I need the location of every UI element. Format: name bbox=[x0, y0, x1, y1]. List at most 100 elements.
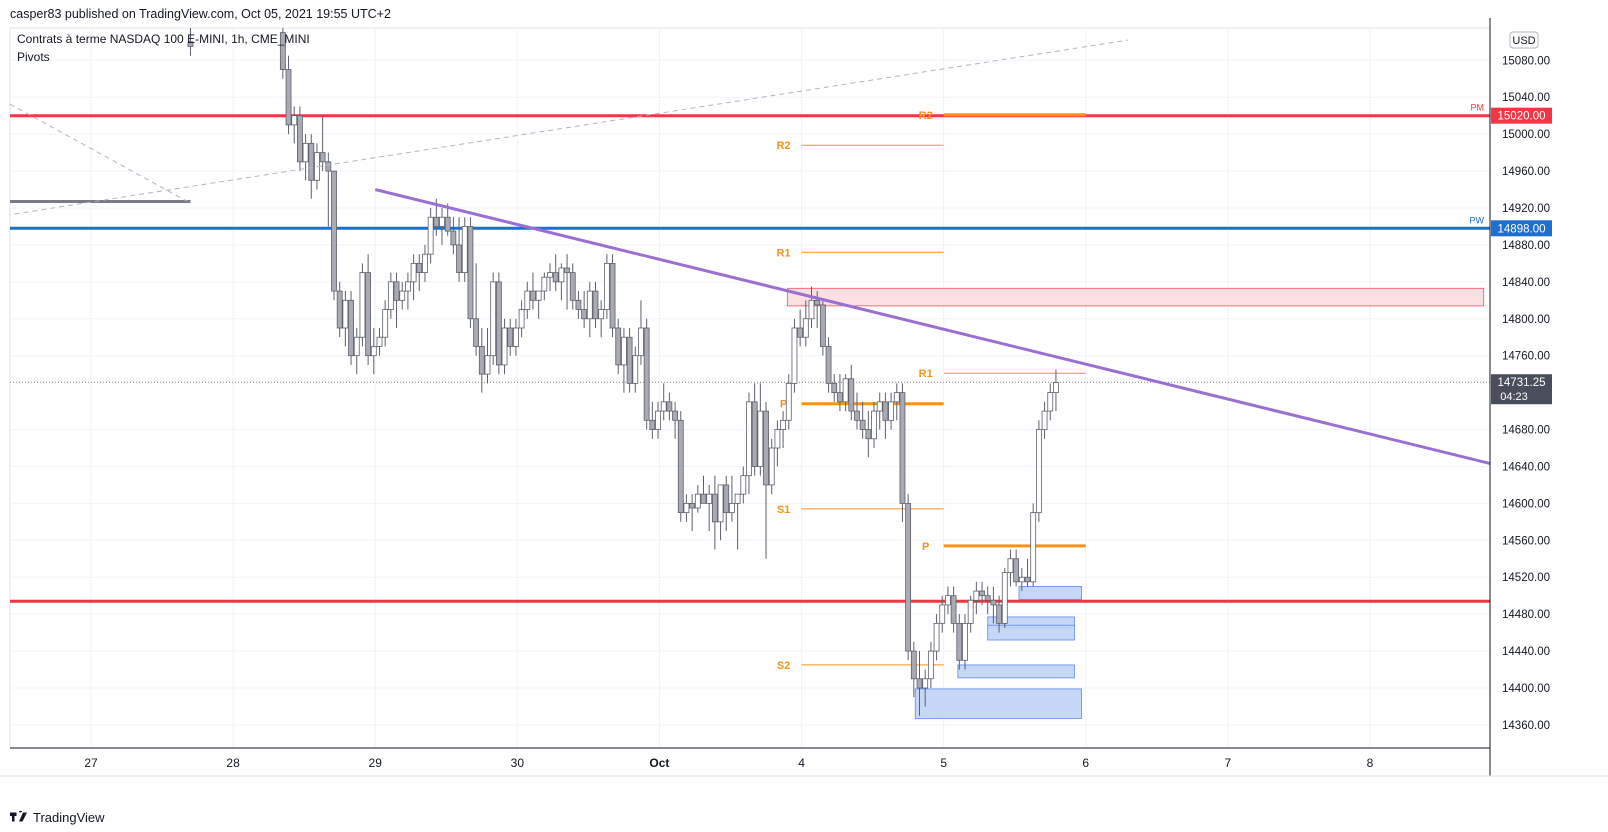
zones bbox=[786, 287, 1485, 719]
candle-body bbox=[1035, 429, 1042, 514]
top-bar: casper83 published on TradingView.com, O… bbox=[0, 0, 1608, 28]
candle-body bbox=[711, 493, 718, 523]
candle-body bbox=[507, 327, 514, 347]
y-tick-label: 15040.00 bbox=[1502, 92, 1550, 104]
candle-body bbox=[973, 590, 980, 601]
candle-body bbox=[513, 327, 519, 347]
candle-body bbox=[382, 309, 389, 338]
y-tick-label: 14840.00 bbox=[1502, 277, 1550, 289]
candle-body bbox=[495, 281, 502, 366]
candle-body bbox=[740, 475, 747, 495]
candle-body bbox=[530, 290, 536, 301]
pivot-label: S1 bbox=[777, 504, 790, 516]
candle-body bbox=[677, 419, 684, 514]
price-label-text: 14898.00 bbox=[1498, 223, 1546, 235]
candle-body bbox=[882, 401, 889, 421]
candle-body bbox=[950, 595, 957, 624]
candle-body bbox=[308, 142, 315, 181]
demand-zone bbox=[957, 664, 1075, 679]
candle-body bbox=[825, 346, 832, 384]
candle-body bbox=[632, 355, 639, 384]
dashed-trendline bbox=[10, 39, 1129, 216]
candle-body bbox=[893, 392, 900, 403]
candle-body bbox=[859, 419, 866, 430]
candle-body bbox=[564, 267, 570, 274]
candle-body bbox=[187, 41, 194, 47]
tradingview-logo-icon bbox=[10, 811, 27, 822]
y-tick-label: 14360.00 bbox=[1502, 720, 1550, 732]
symbol-line: Contrats à terme NASDAQ 100 E-MINI, 1h, … bbox=[17, 32, 310, 46]
candle-body bbox=[450, 230, 457, 246]
candle-body bbox=[700, 493, 707, 504]
y-tick-label: 14440.00 bbox=[1502, 646, 1550, 658]
currency-box bbox=[1509, 31, 1539, 49]
candle-body bbox=[353, 336, 360, 357]
candle-body bbox=[439, 216, 445, 227]
candle-body bbox=[996, 604, 1002, 624]
candle-body bbox=[837, 392, 843, 403]
candle-body bbox=[694, 493, 701, 509]
candle-body bbox=[666, 401, 673, 412]
candle-body bbox=[456, 244, 462, 274]
y-tick-label: 14400.00 bbox=[1502, 683, 1550, 695]
price-label-tag: PW bbox=[1470, 215, 1485, 225]
candle-body bbox=[302, 142, 309, 163]
candle-body bbox=[649, 419, 656, 430]
x-tick-label: 28 bbox=[226, 756, 240, 770]
candle-body bbox=[945, 595, 951, 606]
candle-body bbox=[1047, 392, 1054, 412]
candle-body bbox=[865, 429, 872, 440]
candle-body bbox=[558, 267, 565, 283]
candle-body bbox=[956, 622, 963, 661]
y-tick-label: 15080.00 bbox=[1502, 55, 1550, 67]
candle-body bbox=[592, 290, 599, 320]
candle-body bbox=[410, 262, 417, 283]
candle-body bbox=[569, 272, 576, 301]
candle-body bbox=[501, 327, 508, 366]
pivot-label: P bbox=[922, 541, 929, 553]
candle-body bbox=[751, 401, 758, 467]
candle-body bbox=[910, 650, 917, 680]
footer-brand: TradingView bbox=[33, 809, 105, 825]
candle-body bbox=[706, 493, 713, 504]
y-tick-label: 15000.00 bbox=[1502, 129, 1550, 141]
demand-zone bbox=[1018, 586, 1082, 600]
y-tick-label: 14480.00 bbox=[1502, 609, 1550, 621]
candle-body bbox=[984, 595, 991, 601]
y-tick-label: 14800.00 bbox=[1502, 314, 1550, 326]
candle-body bbox=[422, 253, 428, 274]
candle-body bbox=[842, 378, 849, 403]
candle-body bbox=[1007, 558, 1014, 574]
candle-body bbox=[1053, 382, 1059, 394]
candle-body bbox=[797, 327, 804, 338]
axes: 15080.00 15040.00 15000.00 14960.00 14920.00… bbox=[0, 18, 1608, 777]
countdown-text: 04:23 bbox=[1500, 391, 1528, 403]
candle-body bbox=[467, 226, 474, 320]
pivot-label: R2 bbox=[919, 110, 933, 122]
candle-body bbox=[808, 299, 815, 320]
candle-body bbox=[888, 401, 894, 421]
candle-body bbox=[393, 281, 400, 301]
price-label-tag: PM bbox=[1471, 103, 1485, 113]
indicator-line[interactable]: Pivots bbox=[17, 50, 50, 64]
candle-body bbox=[939, 604, 946, 624]
candle-body bbox=[297, 115, 303, 163]
candle-body bbox=[672, 410, 678, 421]
y-tick-label: 14560.00 bbox=[1502, 535, 1550, 547]
candle-body bbox=[291, 115, 298, 126]
pivot-label: R2 bbox=[777, 140, 791, 152]
resistance-zone bbox=[786, 287, 1485, 307]
y-tick-label: 14680.00 bbox=[1502, 425, 1550, 437]
price-label-text: 15020.00 bbox=[1498, 111, 1546, 123]
candle-body bbox=[655, 410, 661, 430]
demand-zone bbox=[987, 624, 1075, 641]
candle-body bbox=[325, 161, 332, 172]
candle-body bbox=[615, 327, 622, 366]
candle-body bbox=[643, 327, 650, 421]
candle-body bbox=[609, 262, 616, 329]
candle-body bbox=[780, 419, 786, 430]
candle-body bbox=[848, 378, 855, 412]
candle-body bbox=[746, 401, 752, 477]
trendlines bbox=[10, 39, 1490, 466]
